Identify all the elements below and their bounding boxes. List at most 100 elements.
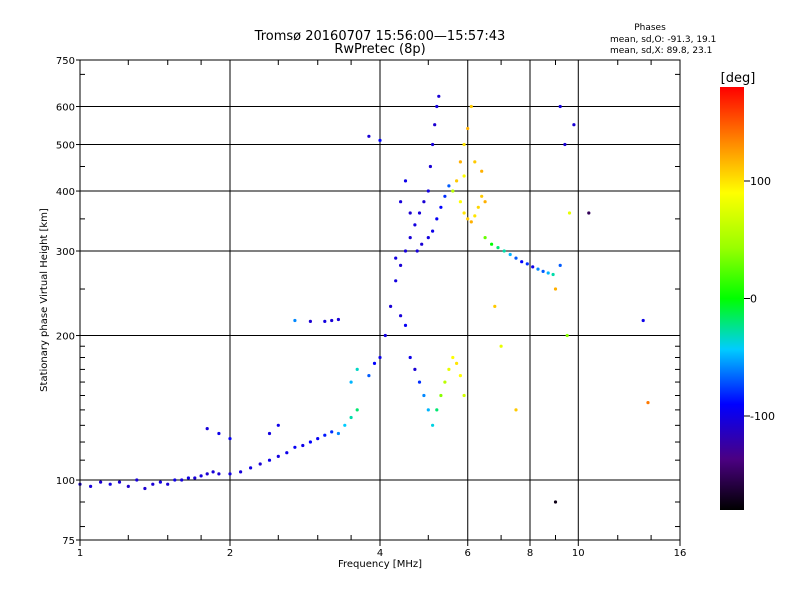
data-point	[531, 265, 535, 269]
data-point	[426, 408, 430, 412]
data-point	[473, 160, 477, 164]
data-point	[276, 423, 280, 427]
data-point	[439, 393, 443, 398]
data-point	[399, 263, 403, 267]
data-point	[476, 205, 480, 209]
data-point	[403, 323, 408, 327]
phases-heading: Phases	[634, 23, 666, 33]
data-point	[158, 480, 162, 484]
x-tick-label: 2	[227, 548, 233, 559]
colorbar-tick-label: 100	[750, 175, 771, 188]
data-point	[420, 242, 424, 246]
colorbar	[720, 87, 744, 510]
data-point	[336, 431, 340, 436]
data-point	[323, 319, 327, 323]
data-point	[447, 367, 451, 371]
data-point	[293, 445, 297, 449]
data-point	[469, 220, 473, 224]
data-point	[415, 249, 419, 253]
data-point	[502, 249, 506, 253]
data-point	[499, 344, 503, 348]
data-point	[546, 271, 550, 275]
colorbar-ticks: 100 0 -100	[744, 175, 775, 423]
data-point	[126, 484, 130, 488]
data-point	[433, 123, 437, 127]
data-point	[308, 319, 312, 323]
data-point	[186, 476, 190, 480]
data-point	[422, 200, 426, 204]
data-point	[135, 478, 139, 482]
data-point	[205, 427, 209, 431]
data-point	[572, 123, 576, 127]
data-point	[285, 451, 289, 455]
data-point	[205, 472, 209, 476]
data-point	[435, 408, 439, 412]
data-point	[330, 430, 334, 434]
data-point	[565, 333, 569, 338]
data-point	[458, 374, 462, 378]
data-point	[451, 189, 455, 193]
data-point	[455, 361, 459, 365]
phases-line-x: mean, sd,X: 89.8, 23.1	[610, 46, 712, 56]
x-tick-label: 4	[377, 548, 383, 559]
data-point	[117, 480, 122, 484]
colorbar-tick-label: 0	[750, 293, 757, 306]
phases-line-o: mean, sd,O: -91.3, 19.1	[610, 35, 716, 45]
data-point	[462, 211, 466, 215]
data-point	[431, 423, 435, 427]
data-point	[514, 408, 518, 412]
data-point	[641, 318, 645, 323]
data-point	[403, 179, 408, 183]
data-point	[458, 200, 462, 204]
y-tick-label: 600	[56, 103, 75, 114]
data-point	[316, 437, 320, 441]
data-point	[458, 160, 462, 164]
data-point	[508, 252, 512, 257]
data-point	[520, 260, 524, 264]
y-tick-label: 400	[56, 187, 75, 198]
data-point	[558, 263, 562, 267]
data-point	[399, 314, 403, 318]
data-point	[108, 482, 112, 486]
y-tick-label: 200	[56, 332, 75, 343]
data-point	[469, 104, 473, 109]
colorbar-label: [deg]	[721, 71, 756, 86]
data-point	[413, 367, 417, 371]
data-point	[211, 470, 215, 474]
data-point	[646, 401, 650, 405]
data-point	[378, 138, 382, 142]
x-axis-label: Frequency [MHz]	[338, 559, 422, 570]
data-point	[447, 184, 451, 188]
data-point	[437, 94, 441, 98]
data-point	[217, 431, 221, 436]
data-point	[496, 246, 500, 250]
data-point	[276, 454, 280, 458]
data-point	[180, 478, 184, 482]
data-point	[403, 249, 408, 253]
chart-subtitle: RwPretec (8p)	[334, 42, 425, 57]
data-point	[267, 431, 272, 436]
data-point	[563, 142, 567, 147]
data-point	[426, 189, 430, 193]
data-point	[466, 217, 470, 221]
data-point	[536, 267, 540, 271]
data-point	[541, 269, 545, 273]
data-point	[514, 256, 518, 260]
chart-title: Tromsø 20160707 15:56:00—15:57:43	[254, 29, 506, 44]
data-point	[301, 443, 305, 448]
data-point	[394, 279, 398, 283]
data-point	[408, 211, 412, 215]
data-point	[372, 361, 377, 365]
data-point	[480, 169, 484, 173]
y-axis: 75 100 200 300 400 500 600 750	[56, 56, 680, 547]
data-point	[455, 179, 459, 183]
data-point	[417, 211, 422, 215]
data-point	[480, 194, 484, 198]
y-tick-label: 500	[56, 141, 75, 152]
data-point	[428, 164, 432, 169]
data-point	[355, 408, 359, 412]
data-point	[173, 478, 177, 482]
data-point	[462, 393, 466, 398]
data-point	[587, 211, 591, 215]
data-point	[217, 472, 221, 476]
